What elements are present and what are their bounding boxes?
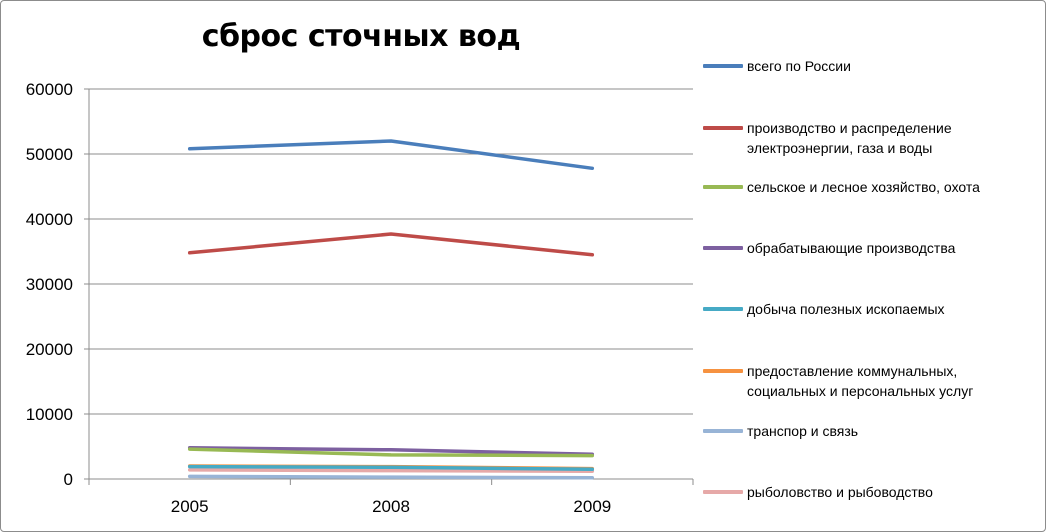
legend-swatch bbox=[703, 64, 743, 68]
y-tick-label: 10000 bbox=[26, 405, 73, 424]
y-tick-label: 20000 bbox=[26, 340, 73, 359]
y-tick-label: 0 bbox=[64, 470, 73, 489]
series-lines bbox=[187, 139, 595, 480]
series-line bbox=[187, 464, 595, 472]
legend-swatch bbox=[703, 369, 743, 373]
legend-swatch bbox=[703, 307, 743, 311]
y-tick-label: 30000 bbox=[26, 275, 73, 294]
legend: всего по России производство и распределе… bbox=[703, 1, 1043, 531]
series-line bbox=[187, 468, 595, 473]
legend-swatch bbox=[703, 429, 743, 433]
legend-label: добыча полезных ископаемых bbox=[747, 301, 945, 317]
x-tick-label: 2009 bbox=[573, 497, 611, 516]
y-tick-label: 50000 bbox=[26, 145, 73, 164]
series-line bbox=[187, 447, 595, 458]
x-tick-label: 2005 bbox=[171, 497, 209, 516]
series-line bbox=[187, 474, 595, 480]
legend-label: обрабатывающие производства bbox=[747, 240, 956, 256]
legend-label: сельское и лесное хозяйство, охота bbox=[747, 179, 980, 195]
x-axis: 2005 2008 2009 bbox=[88, 478, 694, 516]
legend-swatch bbox=[703, 490, 743, 494]
plot-area: 0 10000 20000 30000 40000 50000 60000 2005 2008… bbox=[26, 80, 694, 516]
y-axis: 0 10000 20000 30000 40000 50000 60000 bbox=[26, 80, 90, 489]
series-line bbox=[187, 139, 595, 171]
legend-label: предоставление коммунальных, социальных … bbox=[747, 363, 974, 399]
gridlines bbox=[89, 88, 693, 415]
legend-swatch bbox=[703, 185, 743, 189]
chart-title: сброс сточных вод bbox=[201, 19, 521, 54]
series-line bbox=[187, 446, 595, 457]
legend-label: рыболовство и рыбоводство bbox=[747, 484, 933, 500]
y-tick-label: 60000 bbox=[26, 80, 73, 99]
legend-label: транспор и связь bbox=[747, 423, 859, 439]
legend-label: производство и распределение электроэнер… bbox=[747, 120, 952, 156]
legend-swatch bbox=[703, 246, 743, 250]
series-line bbox=[187, 232, 595, 257]
legend-swatch bbox=[703, 126, 743, 130]
legend-label: всего по России bbox=[747, 58, 851, 74]
x-tick-label: 2008 bbox=[372, 497, 410, 516]
y-tick-label: 40000 bbox=[26, 210, 73, 229]
